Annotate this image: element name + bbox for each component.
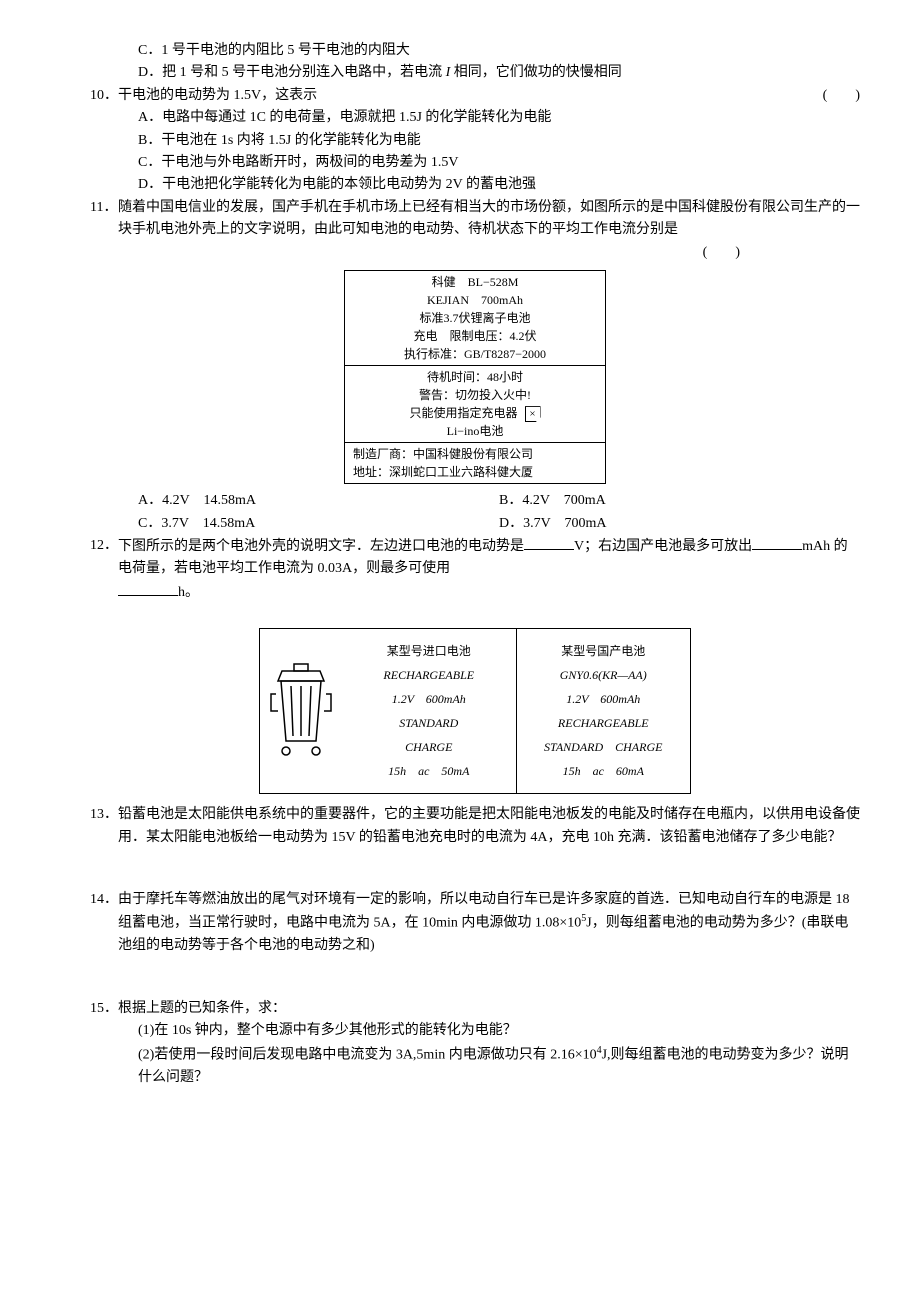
q9-option-d: D．把 1 号和 5 号干电池分别连入电路中，若电流 I 相同，它们做功的快慢相… (90, 62, 860, 84)
q13-num: 13． (90, 804, 118, 849)
q11-answer-paren[interactable]: ( ) (703, 242, 740, 264)
q10-answer-paren[interactable]: ( ) (823, 85, 860, 107)
q11-option-b: B．4.2V 700mA (499, 490, 860, 512)
q15-part1: (1)在 10s 钟内，整个电源中有多少其他形式的能转化为电能？ (90, 1020, 860, 1042)
q12-blank-1[interactable] (524, 535, 574, 550)
q11-option-a: A．4.2V 14.58mA (138, 490, 499, 512)
fig1-line1: 科健 BL−528M (349, 273, 601, 291)
q11-stem-block: 11． 随着中国电信业的发展，国产手机在手机市场上已经有相当大的市场份额，如图所… (90, 197, 860, 242)
q9-option-c: C．1 号干电池的内阻比 5 号干电池的内阻大 (90, 40, 860, 62)
q12-block: 12． 下图所示的是两个电池外壳的说明文字．左边进口电池的电动势是 V；右边国产电… (90, 535, 860, 604)
q11-option-c: C．3.7V 14.58mA (138, 513, 499, 535)
fig2-right-l3: RECHARGEABLE (525, 711, 683, 735)
fig1-line11: 地址：深圳蛇口工业六路科健大厦 (353, 463, 601, 481)
q10-num: 10． (90, 85, 118, 107)
q15-p2-a: (2)若使用一段时间后发现电路中电流变为 3A,5min 内电源做功只有 2.1… (138, 1047, 597, 1062)
fig2-left-l1: RECHARGEABLE (350, 663, 508, 687)
fig1-line10: 制造厂商：中国科健股份有限公司 (353, 445, 601, 463)
fig2-left-l5: 15h ac 50mA (350, 759, 508, 783)
q12-text-d: h。 (178, 585, 199, 600)
q11-paren-row: ( ) (90, 242, 860, 264)
q12-num: 12． (90, 535, 118, 604)
q11-num: 11． (90, 197, 118, 242)
q11-options-row2: C．3.7V 14.58mA D．3.7V 700mA (90, 513, 860, 535)
fig1-line4: 充电 限制电压：4.2伏 (349, 327, 601, 345)
fig1-line7: 警告：切勿投入火中! (349, 386, 601, 404)
q10-option-a: A．电路中每通过 1C 的电荷量，电源就把 1.5J 的化学能转化为电能 (90, 107, 860, 129)
q10-option-b: B．干电池在 1s 内将 1.5J 的化学能转化为电能 (90, 130, 860, 152)
q11-option-d: D．3.7V 700mA (499, 513, 860, 535)
fig2-right-title: 某型号国产电池 (525, 639, 683, 663)
q12-blank-3[interactable] (118, 581, 178, 596)
battery-label-figure: 科健 BL−528M KEJIAN 700mAh 标准3.7伏锂离子电池 充电 … (344, 270, 606, 484)
fig1-line9: Li−ino电池 (349, 422, 601, 440)
fig2-right-l2: 1.2V 600mAh (525, 687, 683, 711)
q9-d-suffix: 相同，它们做功的快慢相同 (450, 65, 622, 80)
do-not-dispose-icon: × (525, 406, 541, 422)
q10-option-c: C．干电池与外电路断开时，两极间的电势差为 1.5V (90, 152, 860, 174)
q12-blank-2[interactable] (752, 535, 802, 550)
q10-stem: 干电池的电动势为 1.5V，这表示 (118, 85, 823, 107)
two-battery-figure: 某型号进口电池 RECHARGEABLE 1.2V 600mAh STANDAR… (259, 628, 691, 794)
domestic-battery-col: 某型号国产电池 GNY0.6(KR—AA) 1.2V 600mAh RECHAR… (517, 629, 691, 793)
q12-text-b: V；右边国产电池最多可放出 (574, 539, 752, 554)
fig2-right-l5: 15h ac 60mA (525, 759, 683, 783)
fig2-left-title: 某型号进口电池 (350, 639, 508, 663)
fig2-left-l3: STANDARD (350, 711, 508, 735)
recycle-bin-icon (260, 650, 342, 772)
import-battery-col: 某型号进口电池 RECHARGEABLE 1.2V 600mAh STANDAR… (342, 629, 516, 793)
fig2-right-l1: GNY0.6(KR—AA) (525, 663, 683, 687)
q14-num: 14． (90, 889, 118, 958)
q15-stem: 根据上题的已知条件，求： (118, 998, 860, 1020)
q13-block: 13． 铅蓄电池是太阳能供电系统中的重要器件，它的主要功能是把太阳能电池板发的电… (90, 804, 860, 849)
q15-part2: (2)若使用一段时间后发现电路中电流变为 3A,5min 内电源做功只有 2.1… (90, 1043, 860, 1089)
fig2-right-l4: STANDARD CHARGE (525, 735, 683, 759)
fig2-left-l4: CHARGE (350, 735, 508, 759)
q10-option-d: D．干电池把化学能转化为电能的本领比电动势为 2V 的蓄电池强 (90, 174, 860, 196)
q12-text-a: 下图所示的是两个电池外壳的说明文字．左边进口电池的电动势是 (118, 539, 524, 554)
q11-stem-line1: 随着中国电信业的发展，国产手机在手机市场上已经有相当大的市场份额，如图所示的是中… (118, 197, 860, 242)
fig1-line6: 待机时间：48小时 (349, 368, 601, 386)
fig1-line8: 只能使用指定充电器 (409, 406, 517, 420)
fig1-line5: 执行标准：GB/T8287−2000 (349, 345, 601, 363)
q11-options-row1: A．4.2V 14.58mA B．4.2V 700mA (90, 490, 860, 512)
q10-stem-row: 10． 干电池的电动势为 1.5V，这表示 ( ) (90, 85, 860, 107)
q9-d-prefix: D．把 1 号和 5 号干电池分别连入电路中，若电流 (138, 65, 446, 80)
q13-text: 铅蓄电池是太阳能供电系统中的重要器件，它的主要功能是把太阳能电池板发的电能及时储… (118, 804, 860, 849)
fig2-left-l2: 1.2V 600mAh (350, 687, 508, 711)
fig1-line3: 标准3.7伏锂离子电池 (349, 309, 601, 327)
q15-num: 15． (90, 998, 118, 1020)
q14-block: 14． 由于摩托车等燃油放出的尾气对环境有一定的影响，所以电动自行车已是许多家庭… (90, 889, 860, 958)
q15-stem-row: 15． 根据上题的已知条件，求： (90, 998, 860, 1020)
fig1-line2: KEJIAN 700mAh (349, 291, 601, 309)
fig1-line8-row: 只能使用指定充电器 × (349, 404, 601, 422)
